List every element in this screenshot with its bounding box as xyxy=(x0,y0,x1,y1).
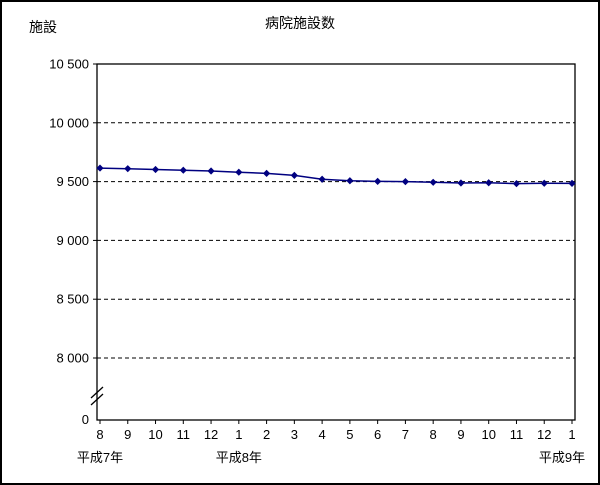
x-tick-label: 4 xyxy=(319,427,326,442)
x-tick-label: 12 xyxy=(204,427,218,442)
y-tick-label: 8 000 xyxy=(56,351,89,366)
x-tick-label: 10 xyxy=(481,427,495,442)
data-point-marker xyxy=(124,165,132,173)
data-point-marker xyxy=(540,179,548,187)
x-tick-label: 8 xyxy=(96,427,103,442)
data-point-marker xyxy=(151,165,160,174)
data-point-marker xyxy=(401,178,410,186)
x-tick-label: 3 xyxy=(291,427,298,442)
y-tick-label: 8 500 xyxy=(56,292,89,307)
axis-break-mark xyxy=(90,386,104,399)
data-point-marker xyxy=(96,164,104,172)
y-tick-label-zero: 0 xyxy=(82,412,89,427)
data-point-marker xyxy=(179,166,187,174)
data-point-marker xyxy=(235,168,243,176)
y-tick-label: 9 500 xyxy=(56,174,89,189)
x-era-label: 平成7年 xyxy=(77,450,123,465)
x-tick-label: 9 xyxy=(124,427,131,442)
x-tick-label: 1 xyxy=(568,427,575,442)
data-point-marker xyxy=(512,179,521,188)
data-point-marker xyxy=(346,177,354,185)
data-point-marker xyxy=(262,169,271,177)
x-tick-label: 11 xyxy=(177,427,191,442)
data-point-marker xyxy=(485,179,493,187)
x-tick-label: 1 xyxy=(235,427,242,442)
x-tick-label: 8 xyxy=(430,427,437,442)
data-point-marker xyxy=(290,171,298,179)
x-tick-label: 7 xyxy=(402,427,409,442)
y-tick-label: 9 000 xyxy=(56,233,89,248)
data-point-marker xyxy=(568,179,576,187)
x-tick-label: 12 xyxy=(537,427,551,442)
data-point-marker xyxy=(374,177,382,185)
x-tick-label: 9 xyxy=(457,427,464,442)
data-line xyxy=(99,167,573,185)
data-point-marker xyxy=(429,178,437,186)
x-tick-label: 11 xyxy=(510,427,524,442)
x-tick-label: 6 xyxy=(374,427,381,442)
axis-break-mark xyxy=(90,393,104,406)
data-point-marker xyxy=(457,179,465,187)
data-point-marker xyxy=(207,167,215,175)
x-tick-label: 5 xyxy=(346,427,353,442)
y-tick-label: 10 500 xyxy=(49,57,89,72)
x-tick-label: 10 xyxy=(148,427,162,442)
plot-border xyxy=(96,63,576,421)
x-tick-label: 2 xyxy=(263,427,270,442)
x-era-label: 平成8年 xyxy=(216,450,262,465)
data-point-marker xyxy=(318,175,326,183)
chart-title: 病院施設数 xyxy=(265,15,335,31)
y-axis-unit-label: 施設 xyxy=(29,19,57,35)
y-tick-label: 10 000 xyxy=(49,115,89,130)
x-era-label: 平成9年 xyxy=(539,450,585,465)
